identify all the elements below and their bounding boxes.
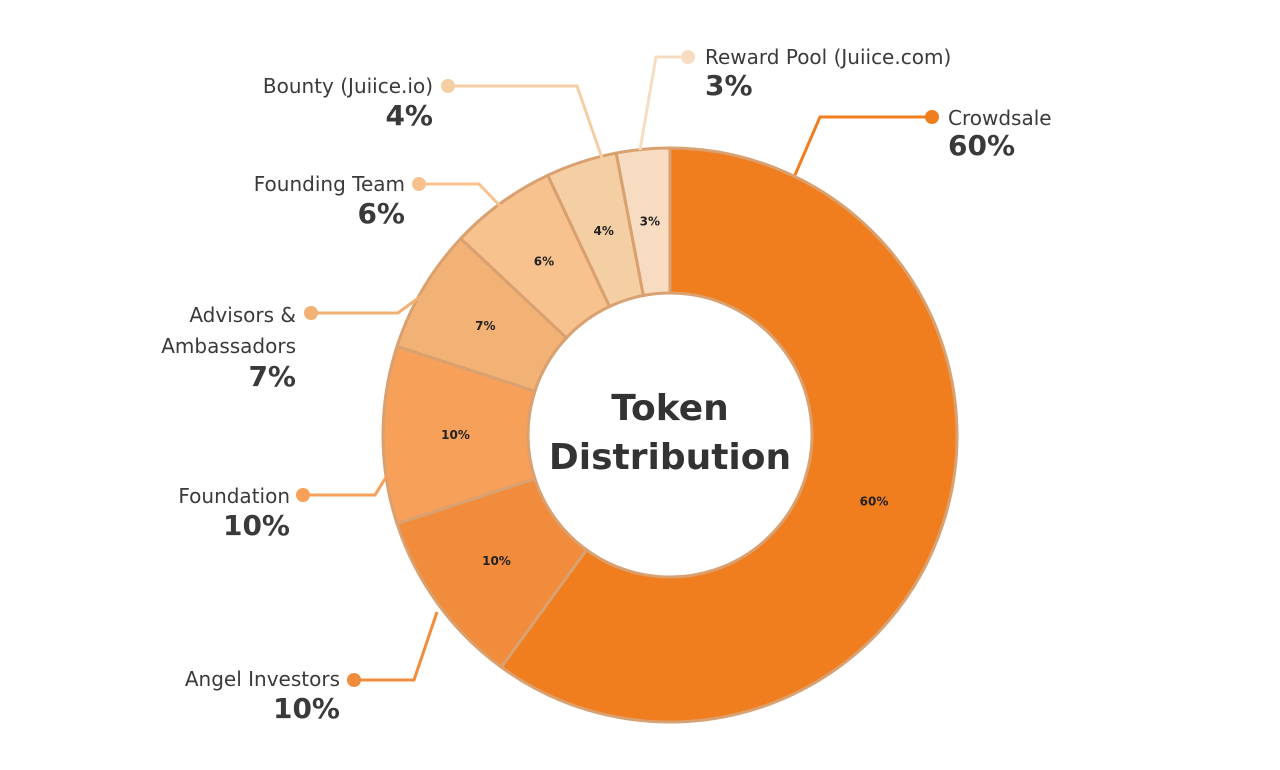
legend-name-advisors-ambassadors-line2: Ambassadors: [161, 334, 296, 358]
legend-name-crowdsale: Crowdsale: [948, 106, 1052, 130]
leader-dot-bounty-juiice-io: [441, 79, 455, 93]
leader-dot-crowdsale: [925, 110, 939, 124]
leader-dot-advisors-ambassadors: [304, 306, 318, 320]
slice-value-label-founding-team: 6%: [534, 254, 554, 268]
leader-line-bounty-juiice-io: [448, 84, 604, 159]
center-title-line2: Distribution: [549, 437, 791, 478]
legend-name-reward-pool-juiice-com: Reward Pool (Juiice.com): [705, 45, 951, 69]
leader-dot-foundation: [296, 488, 310, 502]
legend-pct-founding-team: 6%: [357, 197, 405, 230]
slice-value-label-reward-pool-juiice-com: 3%: [640, 214, 660, 228]
slice-reward-pool-juiice-com: [614, 146, 672, 298]
slice-value-label-bounty-juiice-io: 4%: [594, 224, 614, 238]
slice-value-label-advisors-ambassadors: 7%: [475, 319, 495, 333]
legend-pct-angel-investors: 10%: [273, 692, 340, 725]
legend-pct-advisors-ambassadors: 7%: [248, 360, 296, 393]
leader-line-founding-team: [419, 182, 504, 210]
leader-line-angel-investors: [354, 611, 439, 682]
leader-line-crowdsale: [793, 115, 932, 176]
leader-line-advisors-ambassadors: [311, 294, 422, 315]
legend-pct-foundation: 10%: [223, 509, 290, 542]
legend-pct-bounty-juiice-io: 4%: [385, 99, 433, 132]
leader-line-foundation: [303, 465, 395, 497]
legend-name-advisors-ambassadors-line1: Advisors &: [189, 303, 296, 327]
leader-dot-reward-pool-juiice-com: [681, 50, 695, 64]
legend-name-founding-team: Founding Team: [254, 172, 405, 196]
legend-name-bounty-juiice-io: Bounty (Juiice.io): [263, 74, 433, 98]
leader-line-reward-pool-juiice-com: [638, 55, 688, 151]
slice-crowdsale: [499, 146, 959, 724]
legend-pct-crowdsale: 60%: [948, 129, 1015, 162]
slice-value-label-foundation: 10%: [441, 428, 470, 442]
leader-dot-founding-team: [412, 177, 426, 191]
slice-value-label-angel-investors: 10%: [482, 554, 511, 568]
legend-name-foundation: Foundation: [178, 484, 290, 508]
legend-pct-reward-pool-juiice-com: 3%: [705, 69, 753, 102]
center-title-line1: Token: [611, 388, 729, 429]
slice-value-label-crowdsale: 60%: [860, 494, 889, 508]
leader-dot-angel-investors: [347, 673, 361, 687]
legend-name-angel-investors: Angel Investors: [185, 667, 340, 691]
